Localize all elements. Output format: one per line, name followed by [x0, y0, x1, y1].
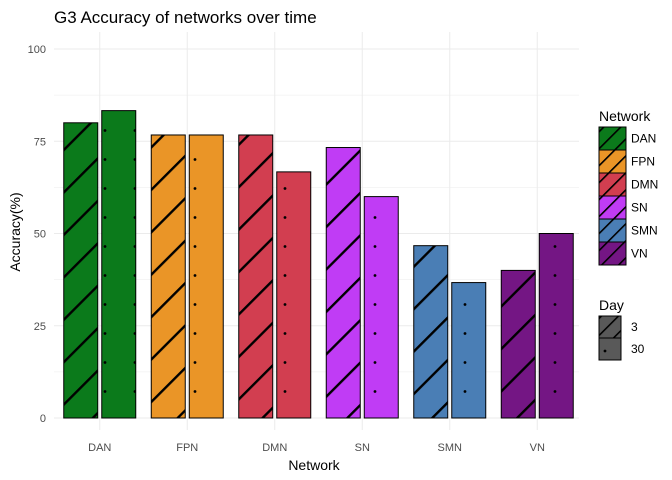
legend-day: Day 3 30 — [598, 297, 645, 361]
bar-outline — [413, 245, 449, 419]
bar-outline — [451, 282, 487, 419]
bar-pattern — [413, 245, 448, 418]
x-tick-label: DMN — [262, 442, 287, 454]
x-tick-label: VN — [530, 442, 545, 454]
bar-pattern — [364, 196, 399, 418]
y-tick-label: 100 — [28, 44, 46, 56]
bar-pattern — [539, 233, 574, 418]
x-axis-ticks: DAN FPN DMN SN SMN VN — [88, 442, 545, 454]
legend-day-item: 3 — [598, 315, 638, 339]
legend-swatch-pattern — [599, 316, 621, 338]
bar-outline — [538, 233, 574, 419]
legend-network-item: SN — [598, 195, 648, 220]
bar-sn-day-30 — [363, 196, 399, 419]
bar-pattern — [501, 270, 536, 418]
y-tick-label: 25 — [34, 321, 46, 333]
legend-label: DMN — [631, 178, 658, 192]
gridlines — [54, 32, 579, 430]
bar-outline — [188, 134, 224, 419]
x-tick-label: DAN — [88, 442, 111, 454]
legend-network-item: FPN — [598, 149, 655, 174]
bar-vn-day-30 — [538, 233, 574, 419]
legend-label: SN — [631, 201, 648, 215]
x-tick-label: FPN — [176, 442, 198, 454]
y-tick-label: 0 — [40, 413, 46, 425]
bars — [63, 110, 574, 419]
bar-fpn-day-3 — [150, 134, 186, 419]
legend-label: FPN — [631, 155, 655, 169]
legend-network-item: DAN — [598, 126, 656, 151]
legend-swatch-pattern — [599, 127, 626, 150]
legend-label: SMN — [631, 224, 658, 238]
y-axis-ticks: 0 25 50 75 100 — [28, 44, 46, 425]
x-tick-label: SMN — [438, 442, 463, 454]
legend-network-item: DMN — [598, 172, 658, 197]
bar-outline — [325, 147, 361, 419]
legend-day-item: 30 — [598, 337, 645, 361]
legend-network-item: VN — [598, 241, 648, 266]
legend-label: 30 — [631, 342, 645, 356]
legend-swatch-pattern — [599, 338, 621, 360]
legend-swatch-pattern — [599, 196, 626, 219]
legend-swatch-pattern — [599, 150, 626, 173]
legend-day-title: Day — [599, 297, 624, 313]
bar-vn-day-3 — [500, 269, 536, 419]
bar-pattern — [276, 171, 311, 418]
legend-network: Network DAN FPN DMN SN SMN VN — [598, 108, 658, 266]
bar-dmn-day-30 — [276, 171, 312, 419]
bar-pattern — [101, 110, 136, 419]
bar-sn-day-3 — [325, 147, 361, 419]
legend-network-title: Network — [599, 108, 651, 124]
bar-pattern — [63, 122, 98, 419]
chart-title: G3 Accuracy of networks over time — [54, 8, 317, 27]
bar-pattern — [238, 134, 273, 419]
x-axis-title: Network — [288, 457, 340, 473]
bar-outline — [238, 134, 274, 419]
bar-outline — [500, 269, 536, 419]
y-tick-label: 75 — [34, 136, 46, 148]
bar-fpn-day-30 — [188, 134, 224, 419]
bar-pattern — [451, 282, 486, 418]
legend-swatch-pattern — [599, 173, 626, 196]
legend-label: 3 — [631, 320, 638, 334]
bar-dan-day-3 — [63, 122, 99, 419]
bar-outline — [276, 171, 312, 419]
bar-pattern — [326, 147, 361, 418]
legend-network-item: SMN — [598, 218, 658, 243]
legend-swatch-pattern — [599, 242, 626, 265]
bar-smn-day-3 — [413, 245, 449, 419]
x-tick-label: SN — [355, 442, 370, 454]
legend-label: DAN — [631, 132, 656, 146]
bar-dan-day-30 — [101, 110, 137, 419]
bar-dmn-day-3 — [238, 134, 274, 419]
bar-smn-day-30 — [451, 282, 487, 419]
bar-outline — [63, 122, 99, 419]
legend-label: VN — [631, 247, 648, 261]
bar-outline — [363, 196, 399, 419]
y-axis-title: Accuracy(%) — [7, 192, 23, 271]
bar-pattern — [189, 134, 224, 419]
y-tick-label: 50 — [34, 229, 46, 241]
bar-pattern — [151, 134, 186, 419]
legend-swatch-pattern — [599, 219, 626, 242]
bar-outline — [150, 134, 186, 419]
bar-outline — [101, 110, 137, 419]
